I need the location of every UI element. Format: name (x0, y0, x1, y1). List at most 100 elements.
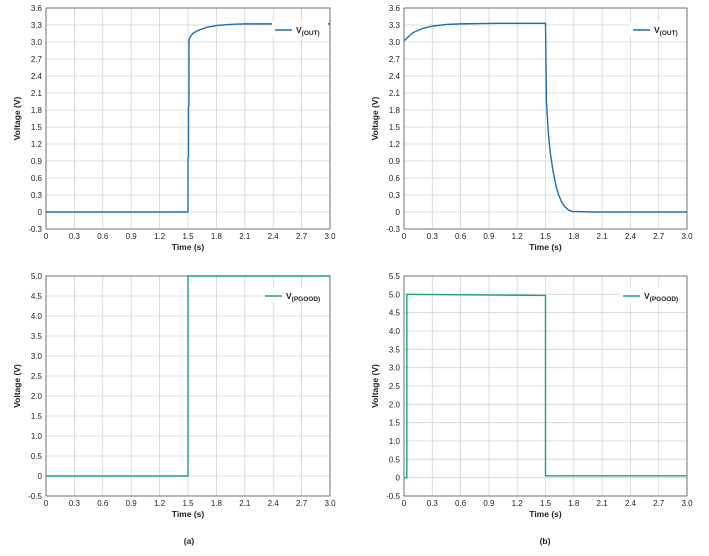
y-axis-label: Voltage (V) (12, 96, 22, 140)
y-tick-label: 0.9 (31, 157, 43, 166)
legend-background (262, 288, 328, 302)
y-tick-label: 1.0 (389, 437, 401, 446)
chart-vpgood-power-up: 0 0.3 0.6 0.9 1.2 1.5 1.8 2.1 2.4 2.7 3.0-0.500.51… (12, 272, 336, 519)
x-tick-label: 0.3 (427, 499, 439, 508)
x-axis-label: Time (s) (172, 242, 205, 252)
x-tick-label: 1.8 (568, 232, 580, 241)
y-tick-label: 0.6 (31, 174, 43, 183)
y-tick-label: 3.5 (389, 345, 401, 354)
x-tick-label: 1.8 (211, 232, 223, 241)
y-tick-label: 5.0 (389, 290, 401, 299)
legend-label: V(PGOOD) (286, 291, 320, 303)
y-tick-label: 1.5 (31, 123, 43, 132)
y-tick-label: 0 (38, 208, 43, 217)
y-tick-label: 3.0 (389, 38, 401, 47)
x-axis-label: Time (s) (529, 242, 562, 252)
x-tick-label: 3.0 (324, 499, 336, 508)
x-tick-label: 3.0 (324, 232, 336, 241)
y-tick-label: 2.5 (389, 382, 401, 391)
x-tick-label: 3.0 (681, 232, 693, 241)
y-tick-label: -0.3 (28, 225, 42, 234)
y-tick-label: 2.1 (389, 89, 401, 98)
y-tick-label: 2.0 (389, 400, 401, 409)
x-tick-label: 0 (402, 232, 407, 241)
x-tick-label: 3.0 (681, 499, 693, 508)
y-tick-label: 2.7 (389, 55, 401, 64)
y-tick-label: 1.2 (31, 140, 43, 149)
caption-b: (b) (540, 536, 551, 546)
y-tick-label: 2.1 (31, 89, 43, 98)
y-tick-label: -0.5 (386, 492, 400, 501)
x-tick-label: 2.1 (239, 499, 251, 508)
y-tick-label: 5.0 (31, 272, 43, 281)
y-tick-label: 0 (38, 472, 43, 481)
y-tick-label: 2.4 (389, 72, 401, 81)
y-tick-label: 0.5 (31, 452, 43, 461)
x-tick-label: 2.4 (268, 232, 280, 241)
x-tick-label: 2.1 (597, 499, 609, 508)
x-axis-label: Time (s) (172, 509, 205, 519)
x-tick-label: 2.4 (625, 232, 637, 241)
y-tick-label: 3.6 (31, 4, 43, 13)
y-tick-label: 0.9 (389, 157, 401, 166)
x-tick-label: 2.4 (625, 499, 637, 508)
y-tick-label: 4.0 (31, 312, 43, 321)
x-tick-label: 2.7 (296, 232, 308, 241)
legend-background (630, 22, 686, 36)
x-tick-label: 0.3 (427, 232, 439, 241)
legend-subscript: (PGOOD) (650, 296, 679, 303)
y-tick-label: 1.0 (31, 432, 43, 441)
x-tick-label: 0.3 (69, 232, 81, 241)
y-tick-label: 5.5 (389, 272, 401, 281)
y-tick-label: 3.3 (31, 21, 43, 30)
x-tick-label: 0 (44, 232, 49, 241)
series-line (403, 22, 687, 213)
x-tick-label: 2.7 (653, 499, 665, 508)
plot-frame (403, 7, 688, 230)
legend-background (620, 288, 686, 302)
legend-name: V (286, 291, 292, 301)
x-tick-label: 1.5 (182, 499, 194, 508)
y-tick-label: 4.0 (389, 327, 401, 336)
x-tick-label: 1.5 (540, 232, 552, 241)
x-tick-label: 0.9 (483, 499, 495, 508)
x-tick-label: 0 (402, 499, 407, 508)
x-tick-label: 0.9 (126, 499, 138, 508)
y-tick-label: 0.3 (31, 191, 43, 200)
y-tick-label: 1.2 (389, 140, 401, 149)
legend-background (272, 22, 328, 36)
y-tick-label: 3.5 (31, 332, 43, 341)
x-tick-label: 0.3 (69, 499, 81, 508)
x-tick-label: 1.5 (182, 232, 194, 241)
x-axis-label: Time (s) (529, 509, 562, 519)
y-tick-label: 4.5 (31, 292, 43, 301)
chart-vout-power-up: 0 0.3 0.6 0.9 1.2 1.5 1.8 2.1 2.4 2.7 3.0-0.300.30… (12, 4, 336, 252)
y-tick-label: 1.8 (31, 106, 43, 115)
x-tick-label: 2.7 (653, 232, 665, 241)
plot-frame (403, 275, 688, 497)
x-tick-label: 1.2 (512, 499, 524, 508)
chart-vout-power-down: 0 0.3 0.6 0.9 1.2 1.5 1.8 2.1 2.4 2.7 3.0-0.300.30… (370, 4, 693, 252)
y-tick-label: 2.7 (31, 55, 43, 64)
y-tick-label: 3.0 (31, 352, 43, 361)
y-axis-label: Voltage (V) (370, 96, 380, 140)
plot-frame (45, 7, 331, 230)
series-line (46, 23, 330, 213)
y-tick-label: 1.5 (389, 419, 401, 428)
y-tick-label: 0.5 (389, 455, 401, 464)
caption-a: (a) (184, 536, 195, 546)
legend-subscript: (OUT) (302, 30, 320, 37)
legend-label: V(PGOOD) (644, 291, 678, 303)
x-tick-label: 0 (44, 499, 49, 508)
legend-label: V(OUT) (296, 25, 320, 37)
y-tick-label: 2.5 (31, 372, 43, 381)
y-tick-label: 1.8 (389, 106, 401, 115)
series-line (404, 293, 687, 479)
y-axis-label: Voltage (V) (12, 364, 22, 408)
y-tick-label: -0.3 (386, 225, 400, 234)
y-tick-label: 2.0 (31, 392, 43, 401)
legend-subscript: (OUT) (660, 30, 678, 37)
legend-label: V(OUT) (654, 25, 678, 37)
x-tick-label: 1.2 (154, 232, 166, 241)
